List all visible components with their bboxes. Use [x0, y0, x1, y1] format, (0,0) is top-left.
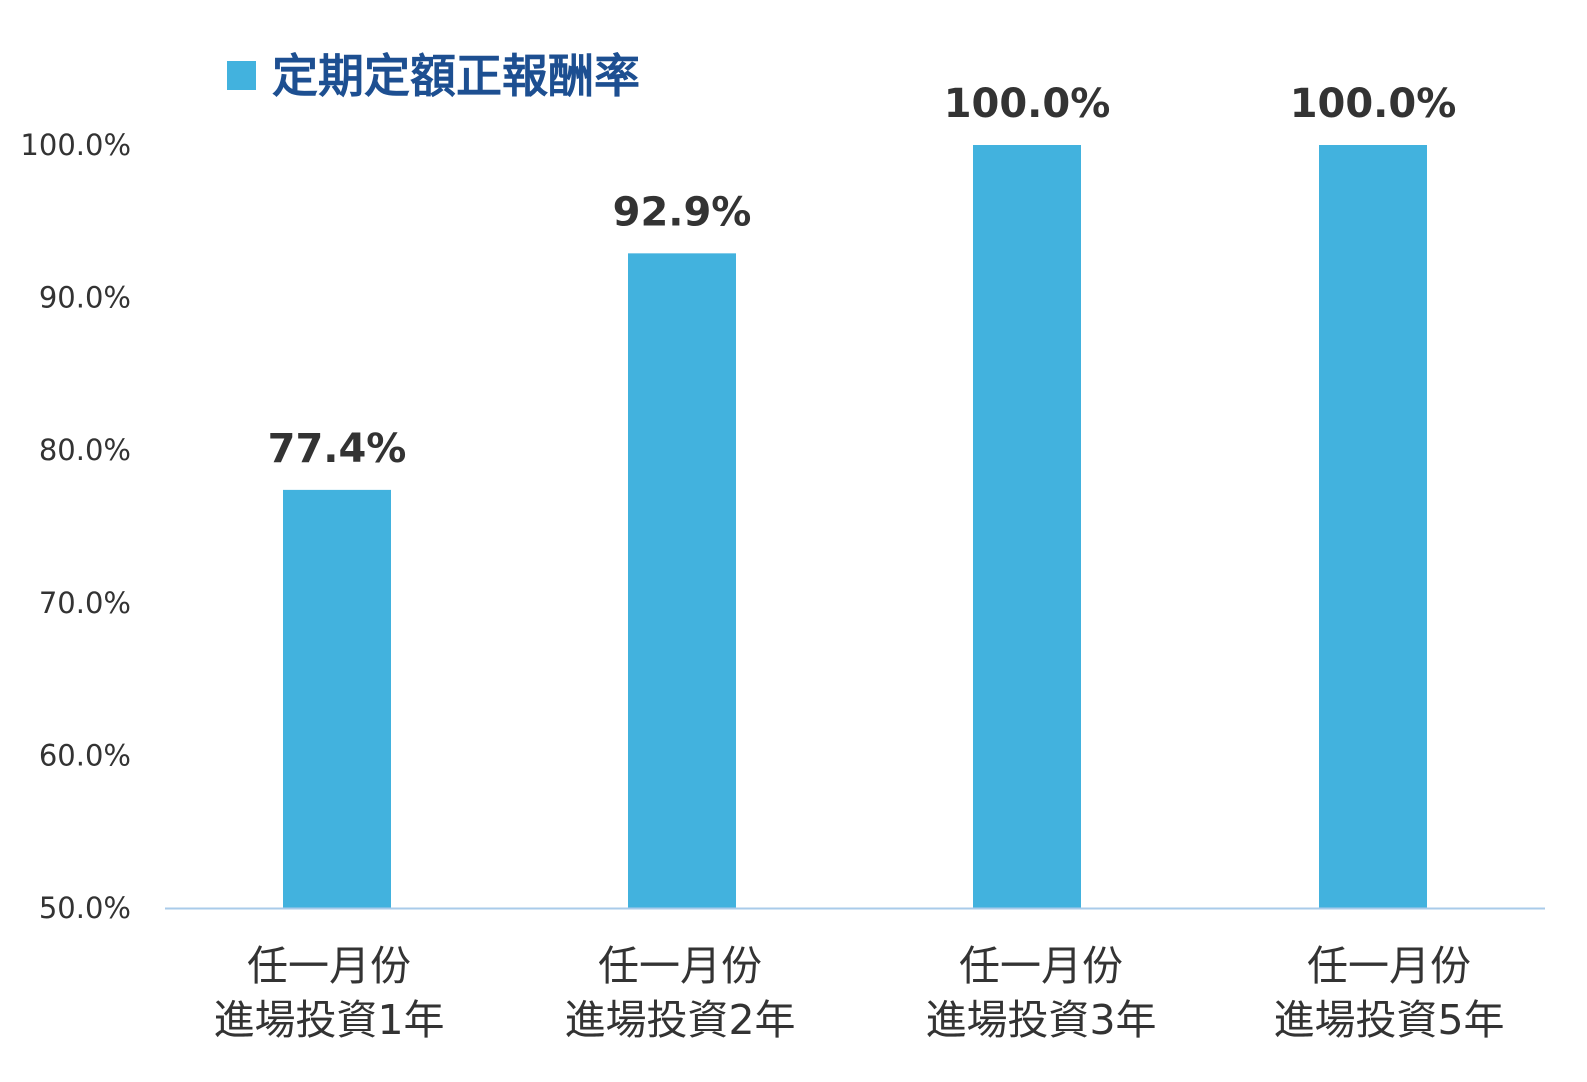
- x-tick-label: 進場投資2年: [564, 996, 795, 1044]
- y-tick-label: 50.0%: [39, 891, 131, 925]
- y-tick-label: 90.0%: [39, 281, 131, 315]
- y-tick-label: 60.0%: [39, 738, 131, 772]
- bars: [283, 145, 1427, 908]
- legend-swatch: [227, 61, 256, 90]
- data-label: 100.0%: [944, 81, 1111, 127]
- x-tick-label: 進場投資3年: [925, 996, 1156, 1044]
- legend: 定期定額正報酬率: [227, 49, 640, 103]
- x-tick-label: 進場投資5年: [1273, 996, 1504, 1044]
- data-label: 77.4%: [268, 426, 407, 472]
- y-tick-label: 100.0%: [20, 128, 131, 162]
- x-tick-label: 任一月份: [247, 942, 411, 990]
- y-tick-label: 70.0%: [39, 586, 131, 620]
- x-tick-label: 任一月份: [1307, 942, 1471, 990]
- bar: [973, 145, 1081, 908]
- y-axis-ticks: 50.0% 60.0% 70.0% 80.0% 90.0% 100.0%: [20, 128, 131, 925]
- x-tick-label: 進場投資1年: [213, 996, 444, 1044]
- data-labels: 77.4% 92.9% 100.0% 100.0%: [268, 81, 1457, 472]
- data-label: 100.0%: [1290, 81, 1457, 127]
- bar: [628, 253, 736, 908]
- data-label: 92.9%: [613, 189, 752, 235]
- bar: [283, 489, 391, 908]
- x-tick-label: 任一月份: [598, 942, 762, 990]
- x-tick-label: 任一月份: [959, 942, 1123, 990]
- y-tick-label: 80.0%: [39, 433, 131, 467]
- bar: [1319, 145, 1427, 908]
- legend-label: 定期定額正報酬率: [272, 49, 640, 103]
